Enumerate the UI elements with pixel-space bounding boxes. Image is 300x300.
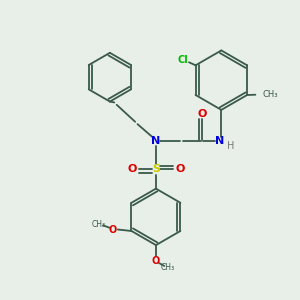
Text: Cl: Cl (178, 55, 188, 65)
Text: N: N (214, 136, 224, 146)
Text: N: N (151, 136, 160, 146)
Text: O: O (152, 256, 160, 266)
Text: O: O (175, 164, 184, 174)
Text: O: O (197, 109, 207, 119)
Text: CH₃: CH₃ (160, 263, 174, 272)
Text: S: S (152, 164, 160, 174)
Text: CH₃: CH₃ (92, 220, 106, 229)
Text: H: H (227, 141, 235, 152)
Text: O: O (109, 224, 117, 235)
Text: O: O (128, 164, 137, 174)
Text: CH₃: CH₃ (262, 90, 278, 99)
